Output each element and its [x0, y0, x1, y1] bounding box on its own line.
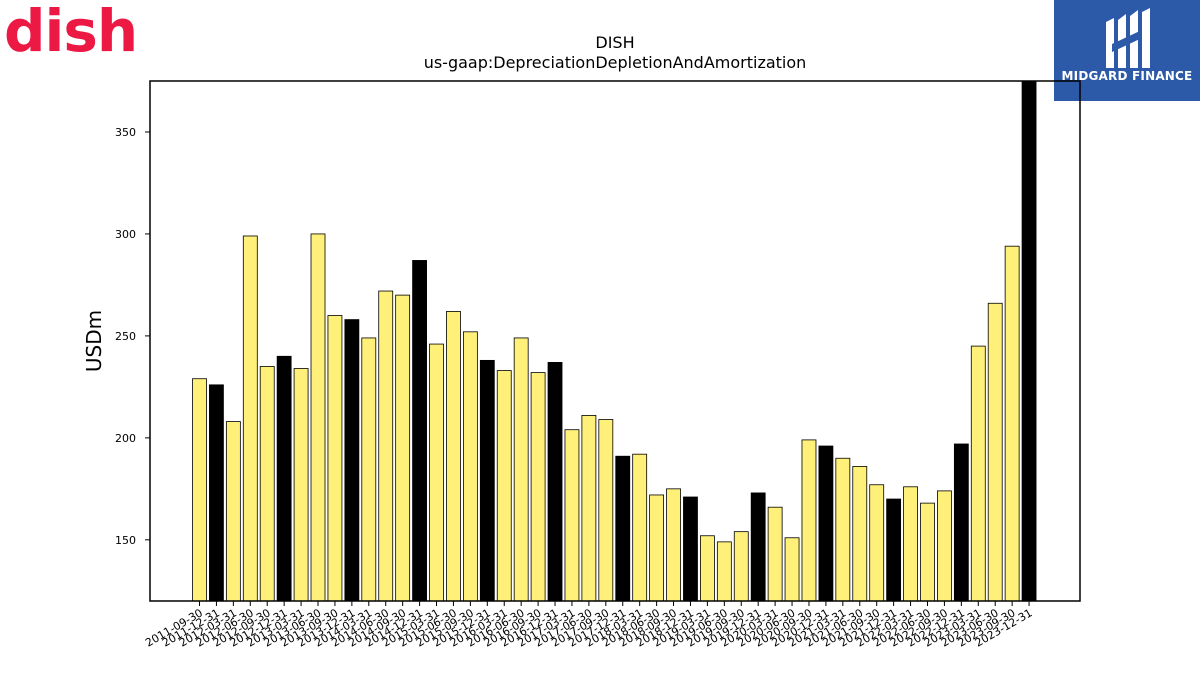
bar-2016-12-31: [547, 362, 563, 602]
bar-2018-06-30: [649, 494, 665, 602]
bar-2011-12-31: [209, 384, 224, 602]
bar-2017-03-31: [564, 429, 580, 602]
bar-2013-06-30: [310, 233, 326, 602]
y-tick-label: 250: [115, 330, 136, 343]
bar-2021-06-30: [852, 466, 868, 602]
bar-2023-03-31: [970, 345, 986, 602]
dish-wordmark: dish: [4, 0, 138, 65]
bar-2014-06-30: [378, 290, 394, 602]
chart-subtitle: us-gaap:DepreciationDepletionAndAmortiza…: [424, 53, 807, 72]
bar-2015-12-31: [479, 359, 495, 602]
bar-2012-03-31: [225, 421, 241, 602]
bar-2019-12-31: [750, 492, 766, 602]
bar-2011-09-30: [192, 378, 207, 602]
bar-2021-12-31: [886, 498, 902, 602]
bar-2015-03-31: [429, 343, 444, 602]
bar-2016-09-30: [530, 372, 546, 602]
y-tick-label: 300: [115, 228, 136, 241]
bar-2019-06-30: [716, 541, 732, 602]
y-axis-label: USDm: [82, 310, 106, 372]
bar-2017-12-31: [615, 455, 631, 602]
dish-logo: dish: [4, 2, 138, 60]
bar-2021-09-30: [869, 484, 885, 602]
plot-frame: [149, 80, 1081, 602]
bars-group: [192, 80, 1037, 602]
bar-2016-03-31: [496, 370, 512, 602]
bar-2022-06-30: [920, 502, 935, 602]
bar-2015-09-30: [462, 331, 478, 602]
midgard-finance-label: MIDGARD FINANCE: [1061, 69, 1193, 83]
midgard-finance-logo-icon: [1106, 8, 1150, 68]
bar-2020-09-30: [801, 439, 817, 602]
bar-2012-09-30: [259, 366, 275, 602]
bar-2023-06-30: [987, 302, 1003, 602]
bar-2022-03-31: [903, 486, 918, 602]
bar-2013-03-31: [293, 368, 309, 602]
bar-2020-12-31: [818, 445, 834, 602]
bar-2015-06-30: [446, 311, 461, 602]
bar-2012-06-30: [242, 235, 258, 602]
bar-2014-09-30: [395, 294, 411, 602]
bar-2023-12-31: [1021, 80, 1037, 602]
y-tick-label: 150: [115, 534, 136, 547]
bar-2017-06-30: [581, 415, 597, 602]
bar-2013-09-30: [327, 315, 343, 602]
bar-2021-03-31: [835, 457, 851, 602]
bar-2019-09-30: [733, 531, 749, 602]
y-axis: 150 200 250 300 350: [115, 126, 150, 547]
bar-2014-03-31: [361, 337, 377, 602]
bar-2018-09-30: [666, 488, 681, 602]
bar-2018-12-31: [683, 496, 698, 602]
midgard-finance-logo: MIDGARD FINANCE: [1054, 0, 1200, 101]
bar-2020-03-31: [767, 506, 783, 602]
bar-2018-03-31: [632, 453, 648, 602]
y-tick-label: 350: [115, 126, 136, 139]
bar-2017-09-30: [598, 419, 614, 602]
y-tick-label: 200: [115, 432, 136, 445]
chart-title: DISH: [595, 33, 634, 52]
bar-2013-12-31: [344, 319, 360, 602]
bar-2023-09-30: [1004, 245, 1020, 602]
bar-2022-09-30: [937, 490, 952, 602]
x-axis: 2011-09-302011-12-312012-03-312012-06-30…: [143, 601, 1035, 650]
bar-2012-12-31: [276, 355, 292, 602]
bar-2014-12-31: [412, 260, 427, 602]
bar-2019-03-31: [700, 535, 715, 602]
bar-2016-06-30: [513, 337, 529, 602]
bar-2020-06-30: [784, 537, 800, 602]
bar-2022-12-31: [953, 443, 969, 602]
